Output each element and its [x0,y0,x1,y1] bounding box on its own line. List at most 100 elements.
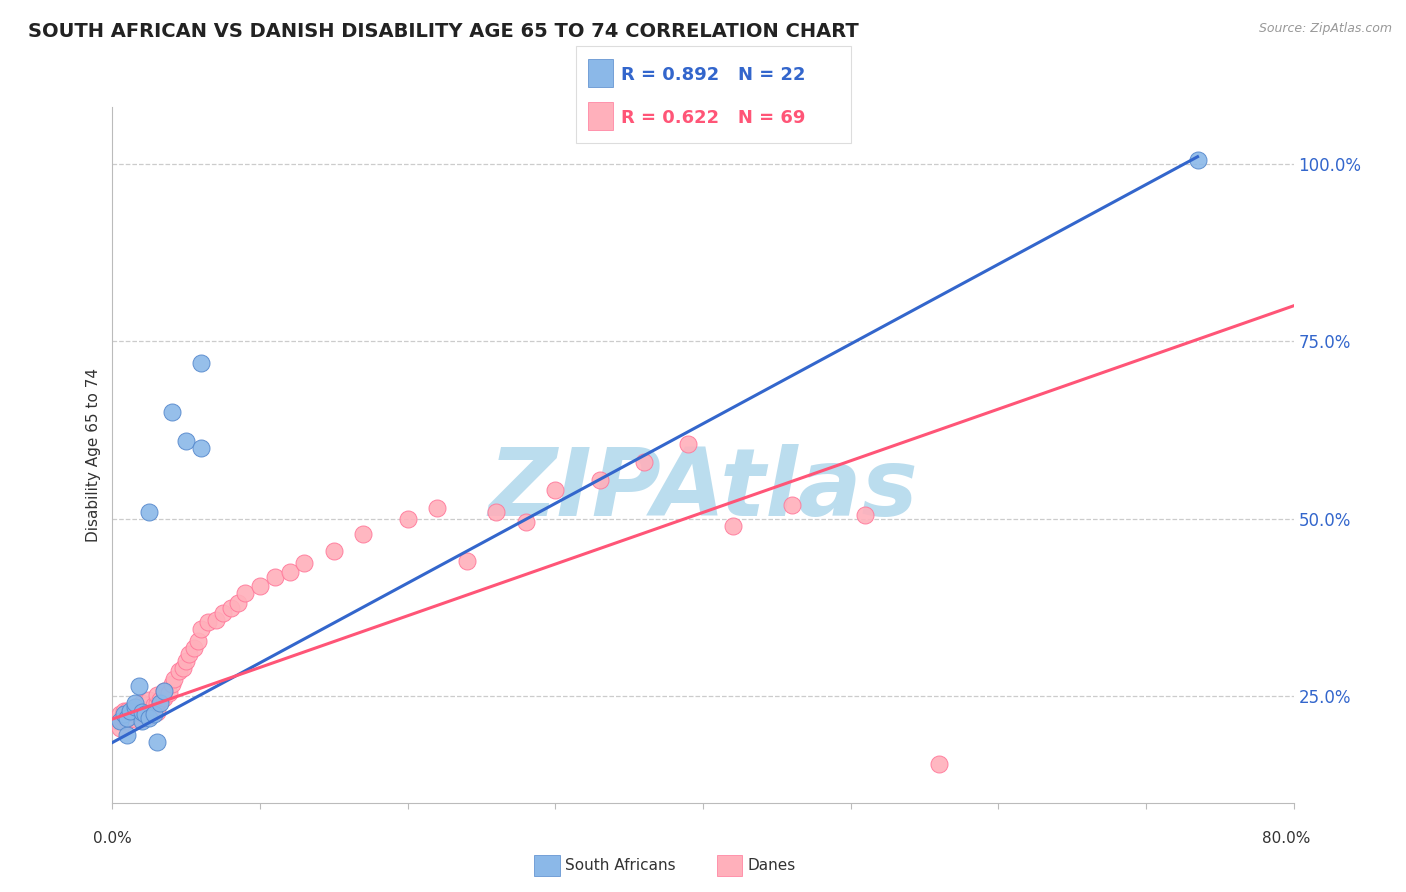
Point [278,565,301,579]
Point [190,441,212,455]
Point [153,683,176,698]
Point [160,676,183,690]
Point [146,688,169,702]
Point [120,704,142,718]
Text: 0.0%: 0.0% [93,831,132,846]
Point [190,356,212,370]
Point [142,707,165,722]
Point [678,437,700,451]
Point [153,690,176,705]
Point [183,640,205,655]
Point [174,434,197,448]
Point [485,505,508,519]
Y-axis label: Disability Age 65 to 74: Disability Age 65 to 74 [86,368,101,542]
Text: R = 0.622   N = 69: R = 0.622 N = 69 [621,109,806,127]
Point [120,712,142,726]
Point [174,654,197,668]
Point [544,483,567,498]
Point [112,707,135,722]
Point [138,710,160,724]
Point [233,586,256,600]
Point [138,709,160,723]
Point [172,661,194,675]
Point [138,505,160,519]
Point [721,519,744,533]
Point [134,705,156,719]
Point [855,508,877,523]
Point [117,707,138,722]
Point [146,735,169,749]
Point [112,710,135,724]
Point [131,707,153,722]
Point [323,543,346,558]
Point [179,647,201,661]
Point [160,405,183,419]
Point [157,686,180,700]
Point [117,728,138,742]
Point [124,707,146,722]
Point [292,556,315,570]
Point [352,527,374,541]
Point [108,714,131,728]
Point [264,570,287,584]
Point [138,702,160,716]
Point [212,606,235,620]
Point [131,697,153,711]
Point [124,700,146,714]
Point [134,698,156,712]
Point [426,501,449,516]
Point [124,700,146,714]
Point [142,698,165,712]
Point [167,665,190,679]
Point [112,704,135,718]
Point [149,697,172,711]
Point [396,512,419,526]
Point [153,683,176,698]
Point [197,615,219,629]
Point [128,679,150,693]
Point [121,709,143,723]
Point [149,693,172,707]
Point [131,712,153,726]
Point [124,712,146,726]
Point [588,473,610,487]
Text: 80.0%: 80.0% [1263,831,1310,846]
Point [633,455,655,469]
Point [111,714,134,728]
Point [146,697,169,711]
Point [117,710,138,724]
Point [1187,153,1209,168]
Text: Danes: Danes [748,858,796,872]
Point [163,672,186,686]
Point [131,705,153,719]
Point [108,721,131,735]
Point [146,705,169,719]
Point [128,707,150,722]
Point [187,634,209,648]
Point [117,710,138,724]
Point [928,756,950,771]
Text: Source: ZipAtlas.com: Source: ZipAtlas.com [1258,22,1392,36]
Point [124,697,146,711]
Point [205,613,228,627]
Point [117,704,138,718]
Text: R = 0.892   N = 22: R = 0.892 N = 22 [621,66,806,84]
Text: South Africans: South Africans [565,858,676,872]
Point [138,693,160,707]
Point [120,707,142,722]
Point [190,622,212,636]
Point [105,714,128,728]
Text: SOUTH AFRICAN VS DANISH DISABILITY AGE 65 TO 74 CORRELATION CHART: SOUTH AFRICAN VS DANISH DISABILITY AGE 6… [28,22,859,41]
Point [131,714,153,728]
Point [117,714,138,728]
Point [456,554,478,568]
Point [226,596,249,610]
Point [515,516,537,530]
Point [134,707,156,722]
Point [219,600,242,615]
Point [780,498,803,512]
Text: ZIPAtlas: ZIPAtlas [488,443,918,536]
Point [108,707,131,722]
Point [249,579,271,593]
Point [128,700,150,714]
